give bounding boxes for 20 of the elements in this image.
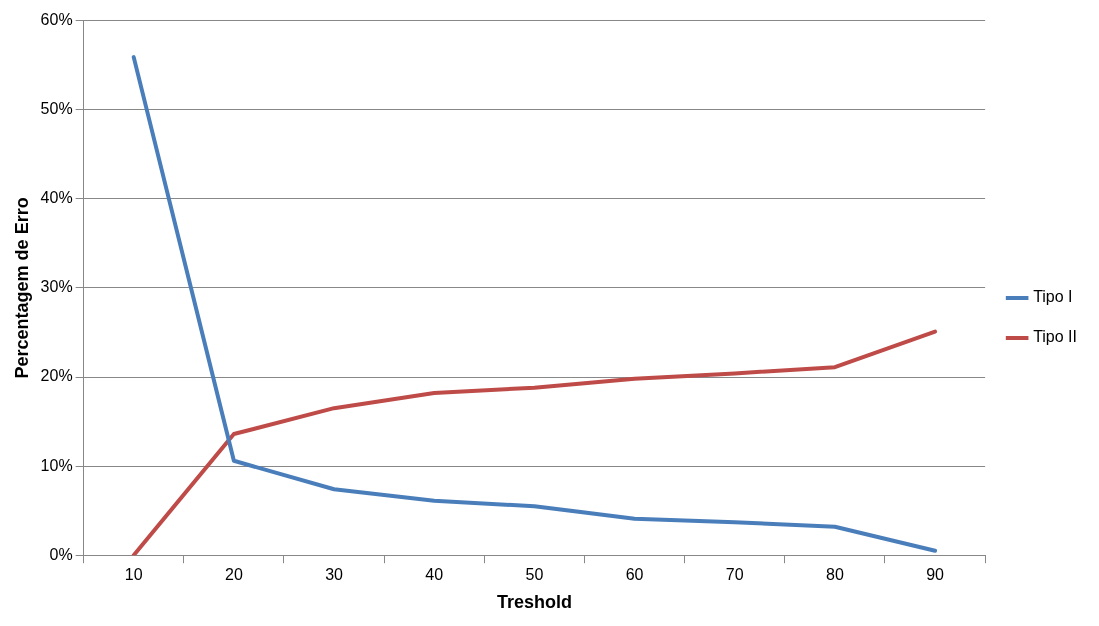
legend-label: Tipo II — [1033, 328, 1078, 346]
y-axis-title: Percentagem de Erro — [11, 197, 32, 379]
y-tick-label: 30% — [40, 278, 73, 296]
y-tick-label: 60% — [40, 11, 73, 29]
x-tick-label: 50 — [525, 566, 544, 584]
x-axis-title: Treshold — [496, 592, 572, 613]
y-tick-label: 10% — [40, 456, 73, 474]
y-tick-label: 50% — [40, 100, 73, 118]
x-tick-label: 80 — [825, 566, 844, 584]
x-tick-label: 40 — [425, 566, 444, 584]
x-tick-label: 90 — [926, 566, 945, 584]
x-tick-label: 20 — [224, 566, 243, 584]
y-tick-label: 40% — [40, 189, 73, 207]
x-tick-label: 10 — [124, 566, 143, 584]
legend-label: Tipo I — [1033, 288, 1073, 306]
y-tick-label: 20% — [40, 367, 73, 385]
x-tick-label: 70 — [725, 566, 744, 584]
x-tick-label: 30 — [325, 566, 344, 584]
x-tick-label: 60 — [625, 566, 644, 584]
y-tick-label: 0% — [49, 545, 73, 563]
